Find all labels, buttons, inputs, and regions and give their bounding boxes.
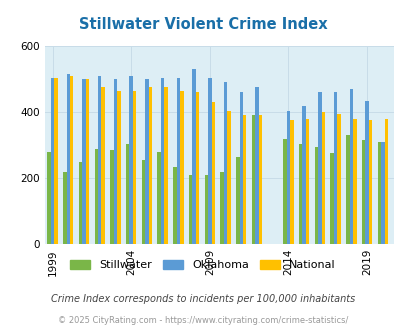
Legend: Stillwater, Oklahoma, National: Stillwater, Oklahoma, National: [70, 260, 335, 270]
Bar: [345, 135, 349, 244]
Bar: [176, 78, 180, 244]
Bar: [223, 82, 227, 244]
Bar: [180, 91, 183, 244]
Bar: [242, 115, 246, 244]
Bar: [145, 79, 148, 244]
Bar: [132, 91, 136, 244]
Bar: [195, 92, 199, 244]
Bar: [141, 160, 145, 244]
Bar: [47, 152, 51, 244]
Bar: [258, 115, 262, 244]
Bar: [305, 119, 309, 244]
Bar: [129, 76, 132, 244]
Bar: [98, 76, 101, 244]
Bar: [157, 152, 160, 244]
Bar: [318, 92, 321, 244]
Bar: [54, 78, 58, 244]
Bar: [330, 153, 333, 244]
Bar: [70, 76, 73, 244]
Bar: [364, 101, 368, 244]
Bar: [290, 120, 293, 244]
Text: Crime Index corresponds to incidents per 100,000 inhabitants: Crime Index corresponds to incidents per…: [51, 294, 354, 304]
Bar: [235, 157, 239, 244]
Bar: [126, 144, 129, 244]
Bar: [173, 167, 176, 244]
Bar: [188, 175, 192, 244]
Bar: [94, 148, 98, 244]
Bar: [298, 144, 302, 244]
Bar: [349, 89, 352, 244]
Bar: [51, 78, 54, 244]
Bar: [251, 115, 255, 244]
Text: © 2025 CityRating.com - https://www.cityrating.com/crime-statistics/: © 2025 CityRating.com - https://www.city…: [58, 316, 347, 325]
Bar: [239, 92, 242, 244]
Bar: [384, 119, 387, 244]
Bar: [211, 102, 215, 244]
Bar: [101, 87, 104, 244]
Bar: [220, 172, 223, 244]
Bar: [352, 119, 356, 244]
Bar: [204, 175, 207, 244]
Bar: [160, 78, 164, 244]
Bar: [207, 78, 211, 244]
Bar: [85, 79, 89, 244]
Bar: [110, 150, 113, 244]
Bar: [314, 147, 318, 244]
Bar: [63, 172, 66, 244]
Bar: [302, 106, 305, 244]
Bar: [361, 140, 364, 244]
Bar: [164, 87, 167, 244]
Bar: [227, 111, 230, 244]
Bar: [79, 162, 82, 244]
Bar: [283, 139, 286, 244]
Bar: [66, 74, 70, 244]
Bar: [192, 69, 195, 244]
Bar: [368, 120, 371, 244]
Bar: [113, 79, 117, 244]
Bar: [337, 114, 340, 244]
Bar: [117, 91, 120, 244]
Bar: [286, 111, 290, 244]
Bar: [321, 112, 324, 244]
Bar: [255, 87, 258, 244]
Bar: [377, 142, 380, 244]
Bar: [333, 92, 337, 244]
Text: Stillwater Violent Crime Index: Stillwater Violent Crime Index: [79, 17, 326, 32]
Bar: [380, 142, 384, 244]
Bar: [148, 87, 152, 244]
Bar: [82, 79, 85, 244]
